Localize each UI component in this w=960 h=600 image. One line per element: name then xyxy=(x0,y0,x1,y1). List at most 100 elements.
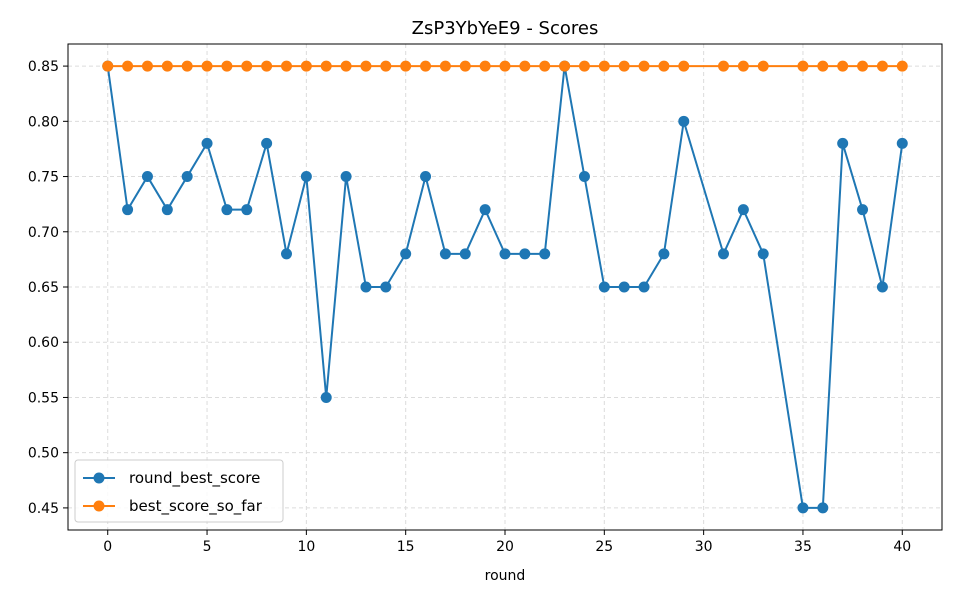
data-point xyxy=(718,60,729,72)
data-point xyxy=(122,60,134,72)
data-point xyxy=(420,171,432,183)
data-point xyxy=(201,60,213,72)
data-point xyxy=(161,204,173,216)
data-point xyxy=(857,60,869,72)
data-point xyxy=(181,60,193,72)
chart-title: ZsP3YbYeE9 - Scores xyxy=(412,18,599,39)
legend-label-best_score_so_far: best_score_so_far xyxy=(129,497,263,516)
legend: round_best_score best_score_so_far xyxy=(74,459,284,523)
data-point xyxy=(479,60,491,72)
data-point xyxy=(479,204,491,216)
data-point xyxy=(678,60,690,72)
data-point xyxy=(300,171,312,183)
data-point xyxy=(261,137,273,149)
data-point xyxy=(499,60,511,72)
data-point xyxy=(122,204,134,216)
data-point xyxy=(837,137,849,149)
legend-marker-best_score_so_far xyxy=(93,500,105,512)
data-point xyxy=(618,60,630,72)
data-point xyxy=(896,60,908,72)
x-tick-label: 40 xyxy=(893,539,911,555)
data-point xyxy=(817,502,829,514)
data-point xyxy=(638,60,650,72)
x-tick-label: 20 xyxy=(496,539,514,555)
data-point xyxy=(559,60,571,72)
data-point xyxy=(221,204,233,216)
data-point xyxy=(519,248,531,260)
x-tick-label: 10 xyxy=(297,539,315,555)
data-point xyxy=(439,60,451,72)
data-point xyxy=(757,60,769,72)
data-point xyxy=(161,60,173,72)
data-point xyxy=(102,60,114,72)
legend-label-round_best_score: round_best_score xyxy=(129,469,260,488)
series-best_score_so_far xyxy=(102,60,908,72)
data-point xyxy=(718,248,729,260)
x-tick-label: 15 xyxy=(397,539,415,555)
legend-box xyxy=(74,459,284,523)
y-tick-label: 0.75 xyxy=(28,170,59,186)
y-tick-label: 0.65 xyxy=(28,280,59,296)
data-point xyxy=(499,248,511,260)
data-point xyxy=(757,248,769,260)
data-point xyxy=(817,60,829,72)
data-point xyxy=(618,281,630,293)
data-point xyxy=(459,60,471,72)
data-point xyxy=(658,248,670,260)
data-point xyxy=(737,204,749,216)
x-axis-title: round xyxy=(485,568,526,584)
data-point xyxy=(261,60,273,72)
data-point xyxy=(241,60,253,72)
data-point xyxy=(420,60,432,72)
data-point xyxy=(340,60,352,72)
y-tick-label: 0.85 xyxy=(28,59,59,75)
data-point xyxy=(876,281,888,293)
data-point xyxy=(221,60,233,72)
y-tick-label: 0.50 xyxy=(28,446,59,462)
data-point xyxy=(539,248,551,260)
y-tick-label: 0.55 xyxy=(28,390,59,406)
data-point xyxy=(380,281,392,293)
data-point xyxy=(598,60,610,72)
data-point xyxy=(459,248,471,260)
data-point xyxy=(678,115,690,127)
data-point xyxy=(578,171,590,183)
data-point xyxy=(241,204,253,216)
axes: 0 5 10 15 20 25 30 35 40 0.45 0.50 0.55 0.60 0.65 0.70… xyxy=(28,59,911,555)
data-point xyxy=(141,60,153,72)
data-point xyxy=(539,60,551,72)
series-layer xyxy=(102,60,908,514)
data-point xyxy=(638,281,650,293)
y-tick-label: 0.45 xyxy=(28,501,59,517)
data-point xyxy=(201,137,213,149)
x-tick-label: 35 xyxy=(794,539,812,555)
data-point xyxy=(360,60,372,72)
data-point xyxy=(340,171,352,183)
data-point xyxy=(737,60,749,72)
data-point xyxy=(797,502,809,514)
data-point xyxy=(797,60,809,72)
data-point xyxy=(141,171,153,183)
x-tick-label: 30 xyxy=(695,539,713,555)
data-point xyxy=(896,137,908,149)
data-point xyxy=(380,60,392,72)
data-point xyxy=(281,60,292,72)
data-point xyxy=(400,60,412,72)
data-point xyxy=(320,391,332,403)
legend-marker-round_best_score xyxy=(93,472,105,484)
data-point xyxy=(320,60,332,72)
y-tick-label: 0.60 xyxy=(28,335,59,351)
data-point xyxy=(598,281,610,293)
data-point xyxy=(300,60,312,72)
data-point xyxy=(439,248,451,260)
x-tick-label: 5 xyxy=(203,539,212,555)
data-point xyxy=(360,281,372,293)
data-point xyxy=(281,248,292,260)
y-tick-label: 0.70 xyxy=(28,225,59,241)
data-point xyxy=(578,60,590,72)
x-tick-label: 0 xyxy=(103,539,112,555)
data-point xyxy=(181,171,193,183)
data-point xyxy=(837,60,849,72)
y-tick-label: 0.80 xyxy=(28,114,59,130)
